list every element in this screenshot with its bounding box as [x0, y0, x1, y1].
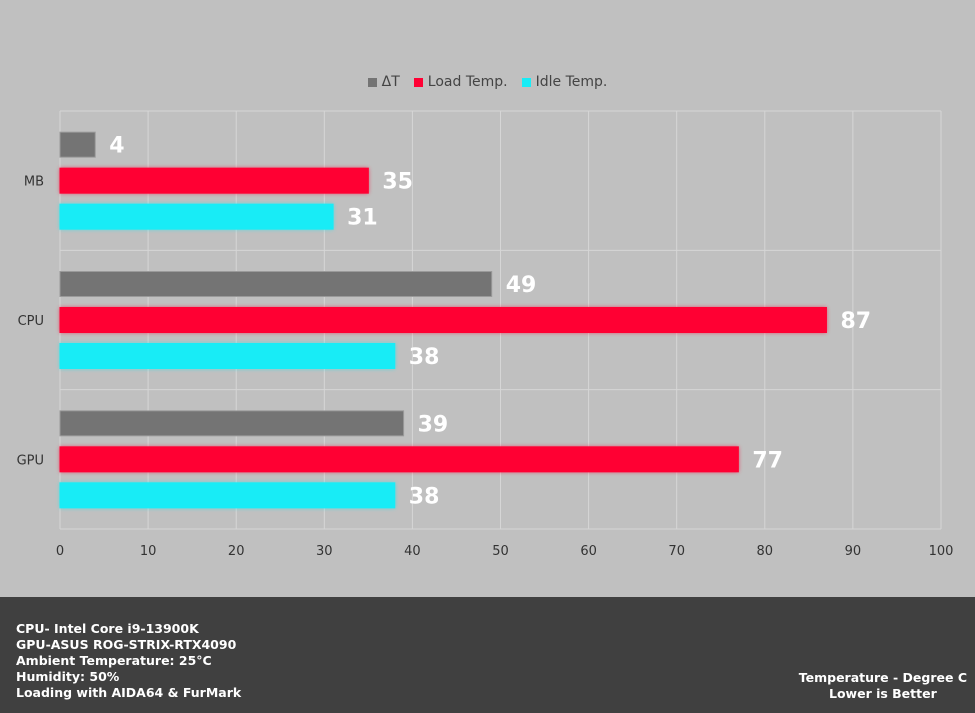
data-label: 87 [840, 309, 871, 334]
x-tick-label: 100 [929, 544, 954, 559]
legend-item: Idle Temp. [521, 74, 608, 90]
spec-line: Loading with AIDA64 & FurMark [16, 685, 242, 700]
bar [59, 482, 396, 509]
unit-note: Temperature - Degree C [798, 670, 967, 685]
x-tick-label: 80 [757, 544, 774, 559]
data-label: 4 [109, 134, 124, 159]
bar [59, 410, 405, 437]
legend-label: ΔT [381, 74, 400, 90]
x-tick-label: 20 [228, 544, 245, 559]
test-specs: CPU- Intel Core i9-13900K GPU-ASUS ROG-S… [16, 621, 241, 701]
data-label: 77 [752, 448, 783, 473]
bar [59, 203, 334, 230]
bar [59, 343, 396, 369]
legend-item: ΔT [367, 74, 400, 90]
data-label: 49 [506, 273, 537, 298]
legend-label: Load Temp. [427, 74, 508, 90]
x-tick-label: 50 [492, 544, 509, 559]
category-label: MB [24, 175, 44, 190]
legend-swatch [413, 77, 423, 87]
bar [59, 307, 827, 333]
x-tick-label: 70 [668, 544, 685, 559]
data-label: 39 [418, 412, 449, 437]
bar [59, 446, 739, 473]
spec-line: Ambient Temperature: 25°C [16, 653, 212, 668]
spec-line: Humidity: 50% [16, 669, 120, 684]
chart-notes: Temperature - Degree C Lower is Better [799, 670, 967, 702]
spec-line: GPU-ASUS ROG-STRIX-RTX4090 [16, 637, 237, 652]
category-label: GPU [17, 453, 44, 468]
bar [59, 271, 493, 297]
bar [59, 131, 96, 158]
data-label: 35 [382, 170, 413, 195]
bar [59, 167, 369, 194]
category-label: CPU [18, 314, 44, 329]
data-label: 31 [347, 206, 378, 231]
data-label: 38 [409, 345, 440, 370]
chart-area: ΔT Load Temp. Idle Temp. 0 10 20 30 40 50 60 70 80… [0, 74, 975, 559]
x-tick-label: 10 [140, 544, 157, 559]
x-tick-label: 40 [404, 544, 421, 559]
chart-legend: ΔT Load Temp. Idle Temp. [0, 74, 975, 90]
legend-item: Load Temp. [413, 74, 508, 90]
data-label: 38 [409, 484, 440, 509]
legend-swatch [367, 77, 377, 87]
x-tick-label: 60 [580, 544, 597, 559]
x-tick-label: 0 [56, 544, 64, 559]
legend-swatch [521, 77, 531, 87]
x-tick-label: 90 [845, 544, 862, 559]
legend-label: Idle Temp. [535, 74, 608, 90]
footer-panel: CPU- Intel Core i9-13900K GPU-ASUS ROG-S… [0, 597, 975, 713]
direction-note: Lower is Better [828, 686, 937, 701]
x-tick-label: 30 [316, 544, 333, 559]
spec-line: CPU- Intel Core i9-13900K [16, 621, 199, 636]
